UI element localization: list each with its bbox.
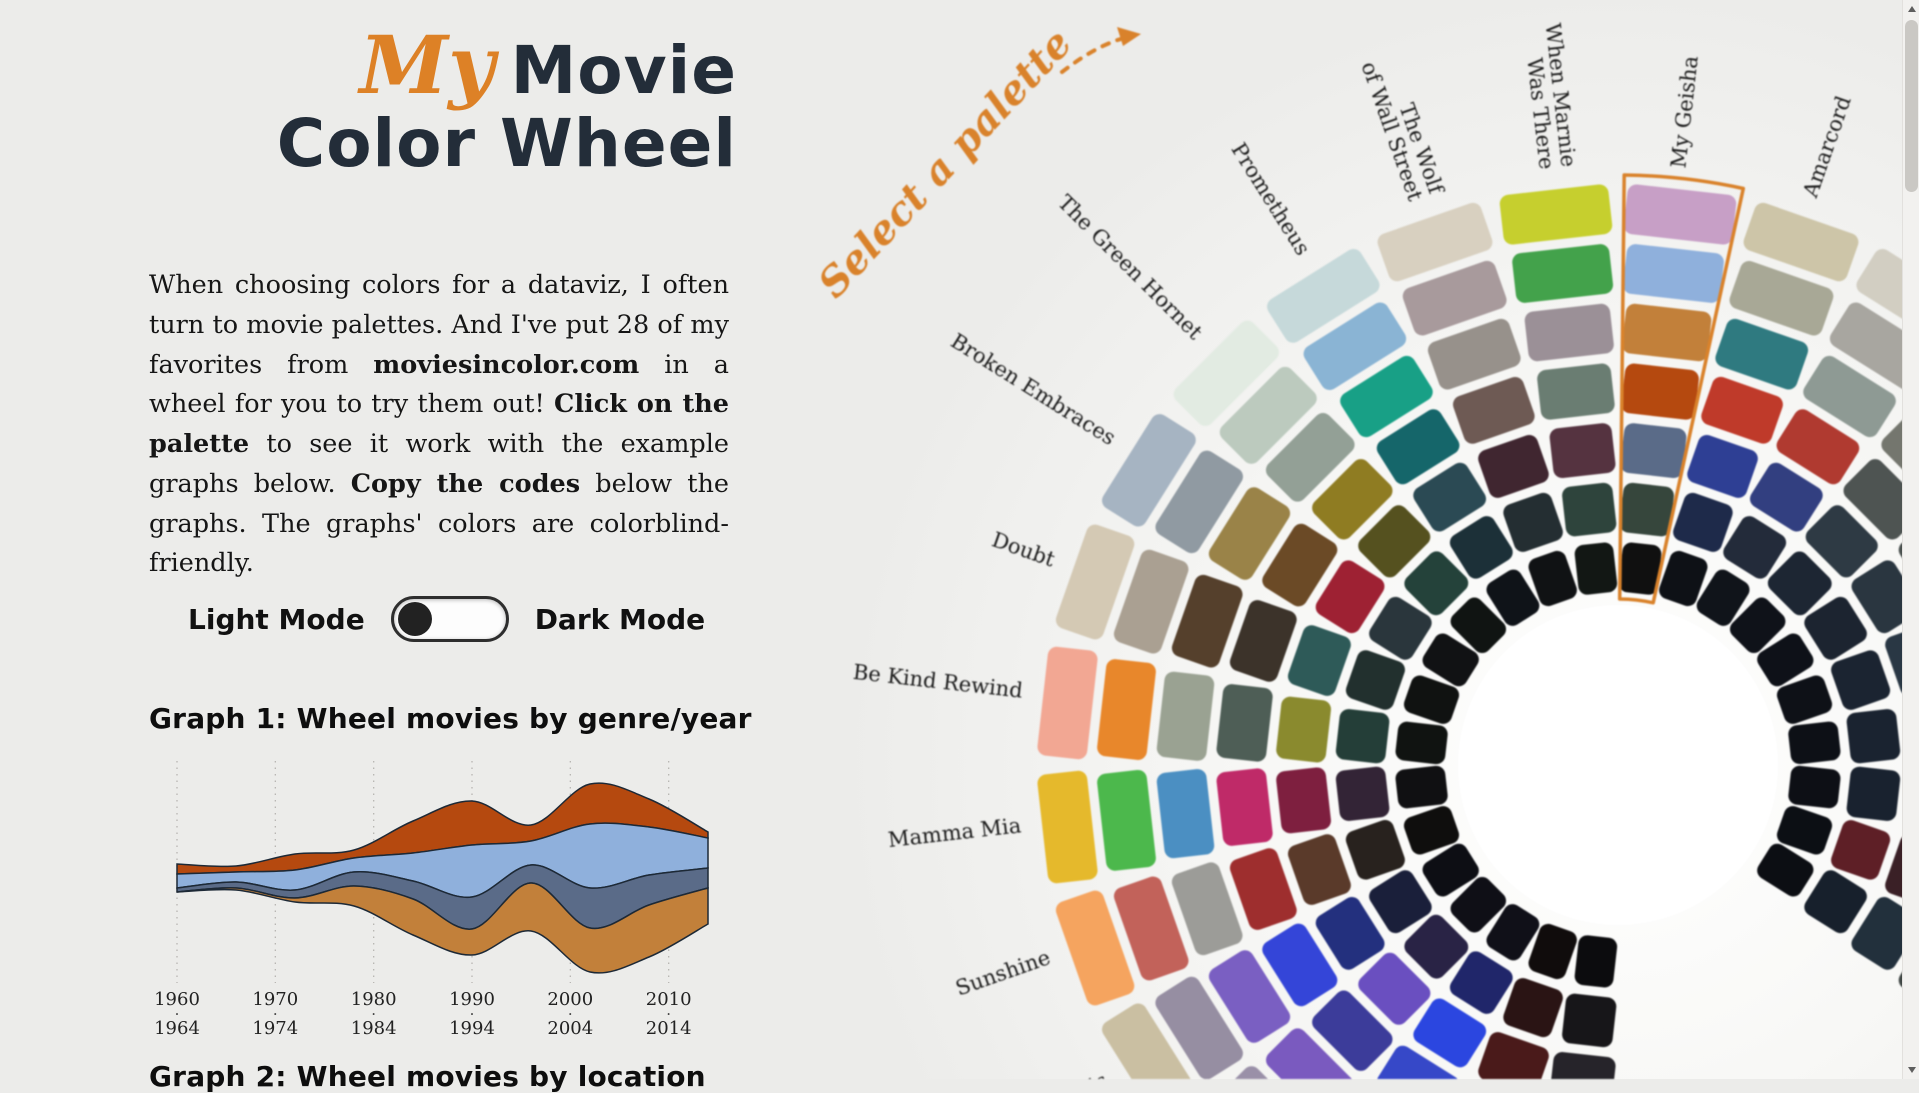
color-swatch[interactable] [1096,769,1157,872]
color-swatch[interactable] [1787,765,1841,809]
color-swatch[interactable] [1476,432,1552,500]
scrollbar-thumb[interactable] [1905,20,1918,192]
color-swatch[interactable] [1829,648,1893,712]
color-swatch[interactable] [1549,1051,1617,1079]
color-swatch[interactable] [1216,767,1274,846]
color-swatch[interactable] [1574,934,1618,988]
scrollbar-up-button[interactable] [1903,1,1919,17]
color-swatch[interactable] [1395,765,1449,809]
color-swatch[interactable] [1787,721,1841,765]
color-swatch[interactable] [1451,374,1538,446]
color-swatch[interactable] [1285,832,1353,908]
annotation-arrowhead-icon [1117,27,1141,46]
color-swatch[interactable] [1623,184,1737,246]
color-swatch[interactable] [1801,867,1870,937]
color-swatch[interactable] [1685,432,1761,500]
color-swatch[interactable] [1561,482,1617,537]
color-swatch[interactable] [1671,490,1735,554]
color-swatch[interactable] [1216,683,1274,762]
palette-label-when-marnie-was-there[interactable]: When MarnieWas There [1519,22,1581,171]
color-swatch[interactable] [1501,490,1565,554]
color-swatch[interactable] [1846,708,1901,764]
color-swatch[interactable] [1343,648,1407,712]
scroll-up-icon [1908,6,1916,12]
color-swatch[interactable] [1699,374,1786,446]
color-swatch[interactable] [1524,303,1615,362]
palette-label-dreamgirls[interactable]: Dreamgirls [999,1068,1113,1079]
color-swatch[interactable] [1536,363,1615,421]
color-swatch[interactable] [1829,818,1893,882]
wheel-center-hole [1458,605,1778,925]
color-swatch[interactable] [1395,721,1449,765]
palette-label-sunshine[interactable]: Sunshine [953,945,1054,1000]
color-swatch[interactable] [1620,363,1699,421]
color-swatch[interactable] [1156,671,1215,762]
scrollbar[interactable] [1902,0,1919,1079]
palette-label-doubt[interactable]: Doubt [989,527,1059,571]
color-swatch[interactable] [1622,243,1725,304]
scroll-down-icon [1908,1067,1916,1073]
color-swatch[interactable] [1335,708,1390,764]
color-swatch[interactable] [1476,1030,1552,1079]
color-swatch[interactable] [1037,770,1099,884]
color-swatch[interactable] [1846,766,1901,822]
palette-label-be-kind-rewind[interactable]: Be Kind Rewind [852,660,1024,703]
color-swatch[interactable] [1501,976,1565,1040]
palette-label-prometheus[interactable]: Prometheus [1227,139,1315,260]
palette-label-the-green-hornet[interactable]: The Green Hornet [1053,190,1207,344]
color-swatch[interactable] [1285,623,1353,699]
color-swatch[interactable] [1096,658,1157,761]
color-swatch[interactable] [1561,993,1617,1048]
palette-label-amarcord[interactable]: Amarcord [1798,93,1856,201]
color-swatch[interactable] [1619,482,1675,537]
color-swatch[interactable] [1511,243,1614,304]
palette-label-the-wolf-of-wall-street[interactable]: The Wolfof Wall Street [1357,51,1449,206]
color-swatch[interactable] [1621,303,1712,362]
color-swatch[interactable] [1227,598,1299,685]
color-swatch[interactable] [1343,818,1407,882]
color-swatch[interactable] [1549,422,1617,479]
color-swatch[interactable] [1037,646,1099,760]
scrollbar-down-button[interactable] [1903,1062,1919,1078]
palette-label-mamma-mia[interactable]: Mamma Mia [887,813,1023,852]
color-swatch[interactable] [1574,542,1618,596]
palette-label-my-geisha[interactable]: My Geisha [1666,55,1702,170]
color-swatch[interactable] [1499,184,1613,246]
color-swatch[interactable] [1227,846,1299,933]
select-a-palette-annotation: Select a palette [809,20,1081,307]
palette-label-broken-embraces[interactable]: Broken Embraces [947,329,1120,450]
color-swatch[interactable] [1275,766,1332,834]
color-swatch[interactable] [1275,696,1332,764]
color-swatch[interactable] [1156,768,1215,859]
color-swatch[interactable] [1335,766,1390,822]
color-swatch[interactable] [1620,422,1688,479]
